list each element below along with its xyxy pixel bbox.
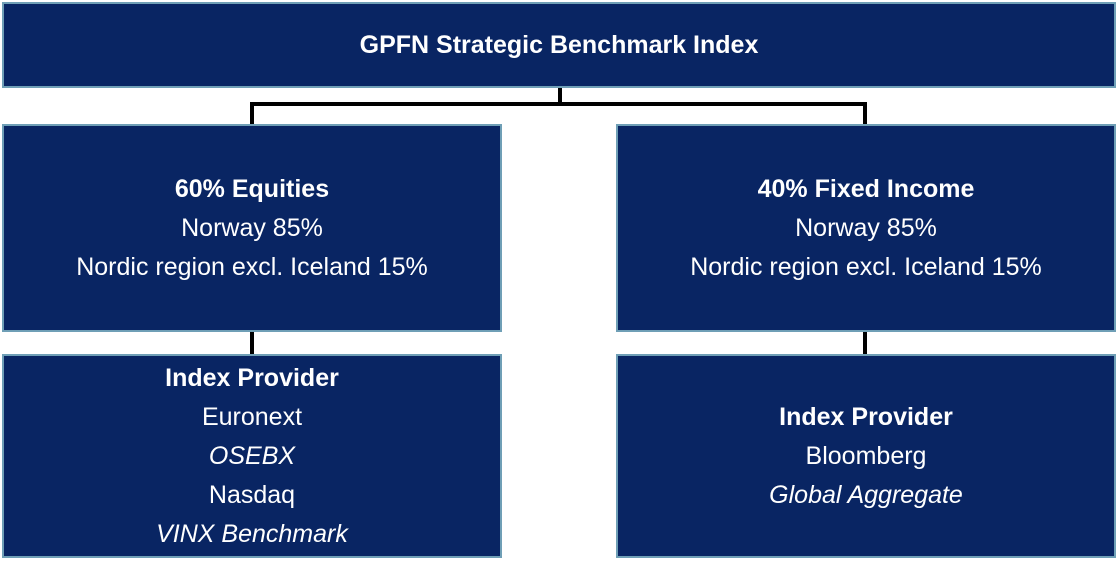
fixed-income-heading: 40% Fixed Income: [757, 174, 975, 203]
connector-left-branch-drop: [250, 102, 254, 126]
fixed-income-allocation-line: Norway 85%: [795, 213, 937, 242]
equities-provider-entry: Euronext: [201, 402, 303, 431]
fixed-income-allocation-node: 40% Fixed Income Norway 85% Nordic regio…: [616, 124, 1116, 332]
equities-provider-heading: Index Provider: [165, 363, 339, 392]
connector-root-stem: [558, 88, 562, 106]
fixed-income-allocation-line: Nordic region excl. Iceland 15%: [690, 252, 1042, 281]
equities-heading: 60% Equities: [174, 174, 330, 203]
equities-provider-index: OSEBX: [208, 441, 296, 470]
equities-provider-node: Index Provider Euronext OSEBX Nasdaq VIN…: [2, 354, 502, 558]
fixed-income-provider-heading: Index Provider: [779, 402, 953, 431]
equities-allocation-line: Nordic region excl. Iceland 15%: [76, 252, 428, 281]
equities-allocation-node: 60% Equities Norway 85% Nordic region ex…: [2, 124, 502, 332]
connector-right-provider-stem: [863, 330, 867, 356]
connector-left-provider-stem: [250, 330, 254, 356]
root-node: GPFN Strategic Benchmark Index: [2, 2, 1116, 88]
connector-right-branch-drop: [863, 102, 867, 126]
equities-provider-index: VINX Benchmark: [156, 519, 348, 548]
fixed-income-provider-entry: Bloomberg: [805, 441, 927, 470]
connector-horizontal-bar: [250, 102, 867, 106]
equities-provider-entry: Nasdaq: [208, 480, 296, 509]
equities-allocation-line: Norway 85%: [181, 213, 323, 242]
fixed-income-provider-node: Index Provider Bloomberg Global Aggregat…: [616, 354, 1116, 558]
root-title: GPFN Strategic Benchmark Index: [359, 30, 759, 59]
fixed-income-provider-index: Global Aggregate: [769, 480, 963, 509]
